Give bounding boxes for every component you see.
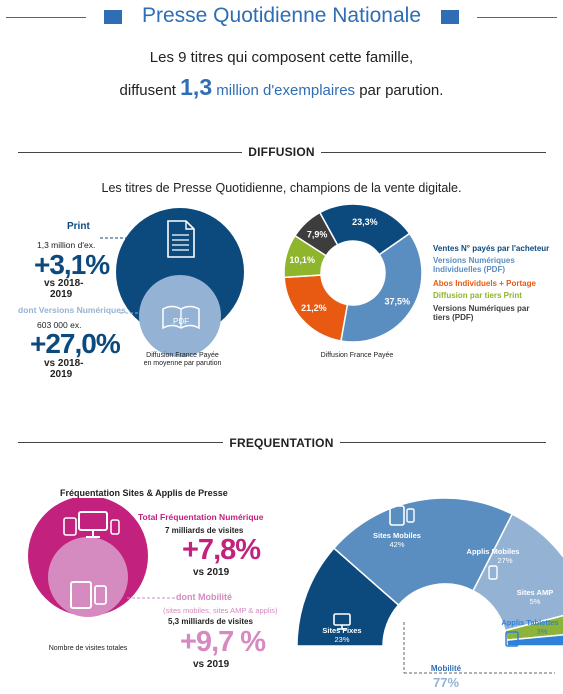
header-rule-left (6, 17, 86, 18)
total-growth: +7,8% (182, 534, 261, 566)
semi-slice-3 (472, 513, 563, 632)
mobile-period: vs 2019 (193, 659, 230, 670)
donut-slice-2 (340, 232, 423, 343)
total-period: vs 2019 (193, 567, 230, 578)
intro-line-2: diffusent 1,3 million d'exemplaires par … (119, 74, 444, 100)
phone-icon-small (110, 519, 120, 535)
print-label: Print (67, 221, 90, 232)
digital-growth: +27,0% (30, 328, 121, 359)
donut-slice-label-5: 7,9% (307, 230, 328, 240)
diffusion-donut-chart: 23,3% 37,5% 21,2% 10,1% 7,9% (283, 203, 423, 343)
desktop-icon (333, 613, 351, 630)
donut-slice-label-2: 37,5% (384, 296, 410, 306)
header-rule-right (477, 17, 557, 18)
mobility-value: 77% (433, 675, 459, 690)
document-icon (167, 220, 195, 258)
tablet-icon-small (63, 517, 77, 536)
semi-value-label-3: 27% (497, 556, 512, 565)
pdf-icon-label: PDF (173, 317, 189, 326)
legend-ventes: Ventes N° payés par l'acheteur (433, 244, 550, 253)
frequentation-section-label: FREQUENTATION (0, 436, 563, 450)
semi-value-label-5: 3% (537, 627, 548, 636)
diffusion-section-label: DIFFUSION (0, 145, 563, 159)
donut-slice-1 (318, 203, 411, 256)
semi-slice-2 (332, 497, 514, 607)
circle-caption: Diffusion France Payée en moyenne par pa… (143, 352, 222, 367)
page-title: Presse Quotidienne Nationale (0, 4, 563, 28)
total-label: Total Fréquentation Numérique (138, 512, 264, 522)
digital-circle (139, 275, 221, 357)
mobile-sublabel: (sites mobiles, sites AMP & applis) (163, 606, 278, 615)
intro-line-1: Les 9 titres qui composent cette famille… (149, 49, 414, 66)
frequentation-circle-chart (28, 498, 175, 617)
legend-tiers-pdf: Versions Numériques par tiers (PDF) (433, 304, 530, 322)
title-square-left (104, 10, 122, 24)
legend-abos: Abos Individuels + Portage (433, 279, 536, 288)
frequentation-chart-title: Fréquentation Sites & Applis de Presse (60, 488, 228, 498)
semi-category-label-5: Applis Tablettes (501, 618, 558, 627)
semi-category-label-2: Sites Mobiles (373, 531, 421, 540)
legend-versions-individuelles: Versions Numériques Individuelles (PDF) (433, 256, 515, 274)
frequentation-circle-caption: Nombre de visites totales (48, 645, 128, 652)
donut-caption: Diffusion France Payée (320, 352, 394, 359)
digital-period-a: vs 2018- (44, 358, 84, 369)
pdf-book-icon (162, 305, 200, 330)
title-square-right (441, 10, 459, 24)
semi-value-label-4: 5% (530, 597, 541, 606)
donut-slice-label-1: 23,3% (352, 217, 378, 227)
mobile-devices-icon (70, 581, 107, 609)
legend-tiers-print: Diffusion par tiers Print (433, 291, 522, 300)
desktop-icon (78, 511, 108, 538)
page-header: Presse Quotidienne Nationale (0, 0, 563, 34)
digital-label: dont Versions Numériques (18, 305, 126, 315)
digital-volume: 603 000 ex. (37, 320, 82, 330)
mobile-visits: 5,3 milliards de visites (168, 617, 253, 626)
tablet-icon (505, 631, 519, 647)
tablet-phone-icon (389, 505, 415, 526)
semi-category-label-4: Sites AMP (517, 588, 553, 597)
print-growth: +3,1% (34, 249, 110, 280)
diffusion-subtitle: Les titres de Presse Quotidienne, champi… (101, 181, 462, 195)
semi-value-label-2: 42% (389, 540, 404, 549)
diffusion-circle-chart: PDF (100, 208, 244, 357)
total-visits: 7 milliards de visites (165, 526, 244, 535)
print-period-a: vs 2018- (44, 278, 84, 289)
semi-category-label-3: Applis Mobiles (467, 547, 520, 556)
semi-category-label-1: Sites Fixes (322, 626, 361, 635)
mobility-label: Mobilité (431, 664, 462, 673)
donut-slice-label-3: 21,2% (301, 303, 327, 313)
mobile-growth: +9,7 % (180, 626, 266, 658)
print-period-b: 2019 (50, 289, 73, 300)
donut-slice-label-4: 10,1% (289, 255, 315, 265)
donut-slice-5 (293, 211, 339, 257)
phone-icon (488, 565, 498, 580)
semi-value-label-1: 23% (334, 635, 349, 644)
mobile-circle (48, 537, 128, 617)
mobile-label: dont Mobilité (176, 592, 232, 602)
print-volume: 1,3 million d'ex. (37, 240, 96, 250)
digital-period-b: 2019 (50, 369, 73, 380)
